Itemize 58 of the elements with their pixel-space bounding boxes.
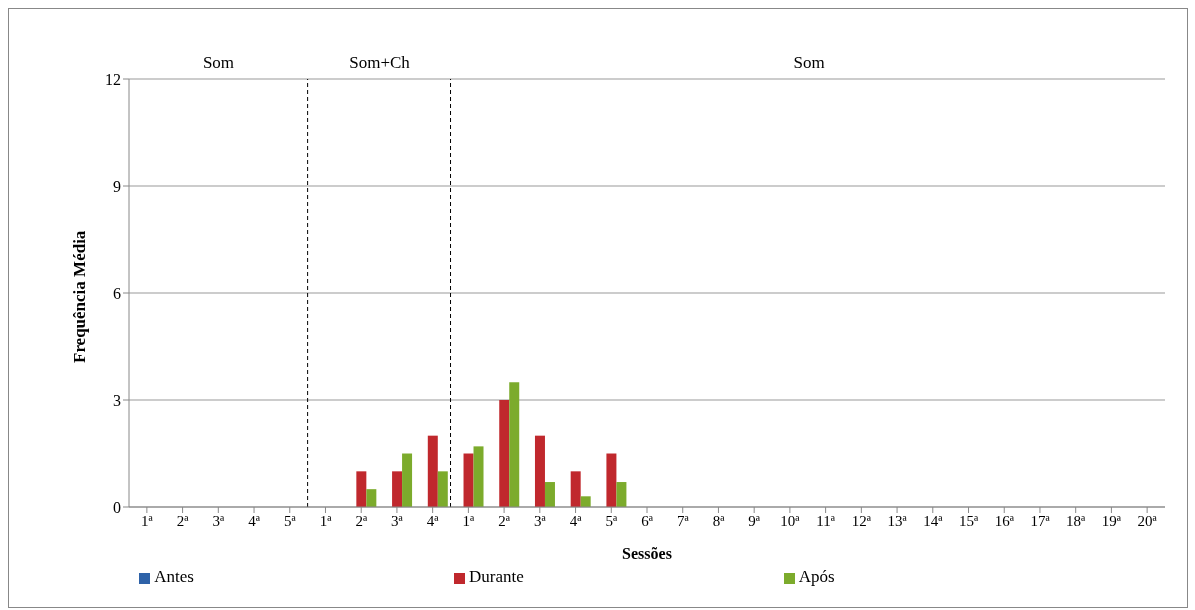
bar — [534, 435, 545, 507]
text: Som — [792, 53, 826, 73]
x-tick-label: 5ª — [283, 512, 297, 529]
x-tick-label: 18ª — [1066, 512, 1087, 529]
x-tick-label: 15ª — [958, 512, 979, 529]
legend-label: Antes — [154, 567, 194, 586]
x-tick-label: 1ª — [141, 512, 154, 529]
x-tick-label: 5ª — [605, 512, 618, 529]
x-tick-label: 7ª — [676, 512, 690, 529]
y-tick-label: 12 — [105, 70, 121, 88]
y-tick-label: 3 — [113, 391, 121, 409]
x-tick-label: 3ª — [212, 512, 225, 529]
x-tick-label: 2ª — [498, 512, 511, 529]
x-tick-label: 4ª — [426, 512, 440, 529]
y-tick-label: 6 — [113, 284, 121, 302]
bar — [392, 471, 403, 507]
x-tick-label: 17ª — [1030, 512, 1051, 529]
bar — [356, 471, 367, 507]
bar — [616, 482, 627, 507]
x-tick-label: 2ª — [355, 512, 368, 529]
bar — [463, 453, 474, 507]
x-tick-label: 11ª — [816, 512, 836, 529]
x-tick-label: 12ª — [851, 512, 872, 529]
x-tick-label: 14ª — [923, 512, 944, 529]
y-tick-label: 0 — [113, 498, 121, 516]
legend-label: Após — [798, 567, 835, 586]
x-tick-label: 3ª — [391, 512, 404, 529]
bar — [544, 482, 555, 507]
y-axis-title: Frequência Média — [70, 230, 90, 363]
x-tick-label: 13ª — [887, 512, 908, 529]
x-tick-label: 1ª — [462, 512, 476, 529]
bar — [437, 471, 448, 507]
bar — [580, 496, 591, 507]
x-tick-label: 4ª — [569, 512, 583, 529]
bar — [509, 382, 520, 507]
x-tick-label: 3ª — [534, 512, 547, 529]
x-tick-label: 16ª — [994, 512, 1015, 529]
text: Som+Ch — [348, 53, 411, 73]
x-tick-label: 4ª — [248, 512, 261, 529]
bar — [606, 453, 617, 507]
x-tick-label: 20ª — [1137, 512, 1158, 529]
x-tick-label: 19ª — [1101, 512, 1122, 529]
bar — [402, 453, 413, 507]
y-tick-label: 9 — [113, 177, 121, 195]
bar — [366, 489, 377, 507]
text: Som — [201, 53, 236, 73]
x-tick-label: 8ª — [712, 512, 726, 529]
x-axis-title: Sessões — [622, 545, 672, 562]
x-tick-label: 10ª — [780, 512, 801, 529]
x-tick-label: 6ª — [641, 512, 654, 529]
legend-label: Durante — [469, 567, 524, 586]
x-tick-label: 1ª — [319, 512, 333, 529]
bar — [570, 471, 581, 507]
bar — [499, 400, 510, 507]
bar — [427, 435, 438, 507]
x-tick-label: 9ª — [748, 512, 761, 529]
bar — [473, 446, 484, 507]
x-tick-label: 2ª — [176, 512, 190, 529]
